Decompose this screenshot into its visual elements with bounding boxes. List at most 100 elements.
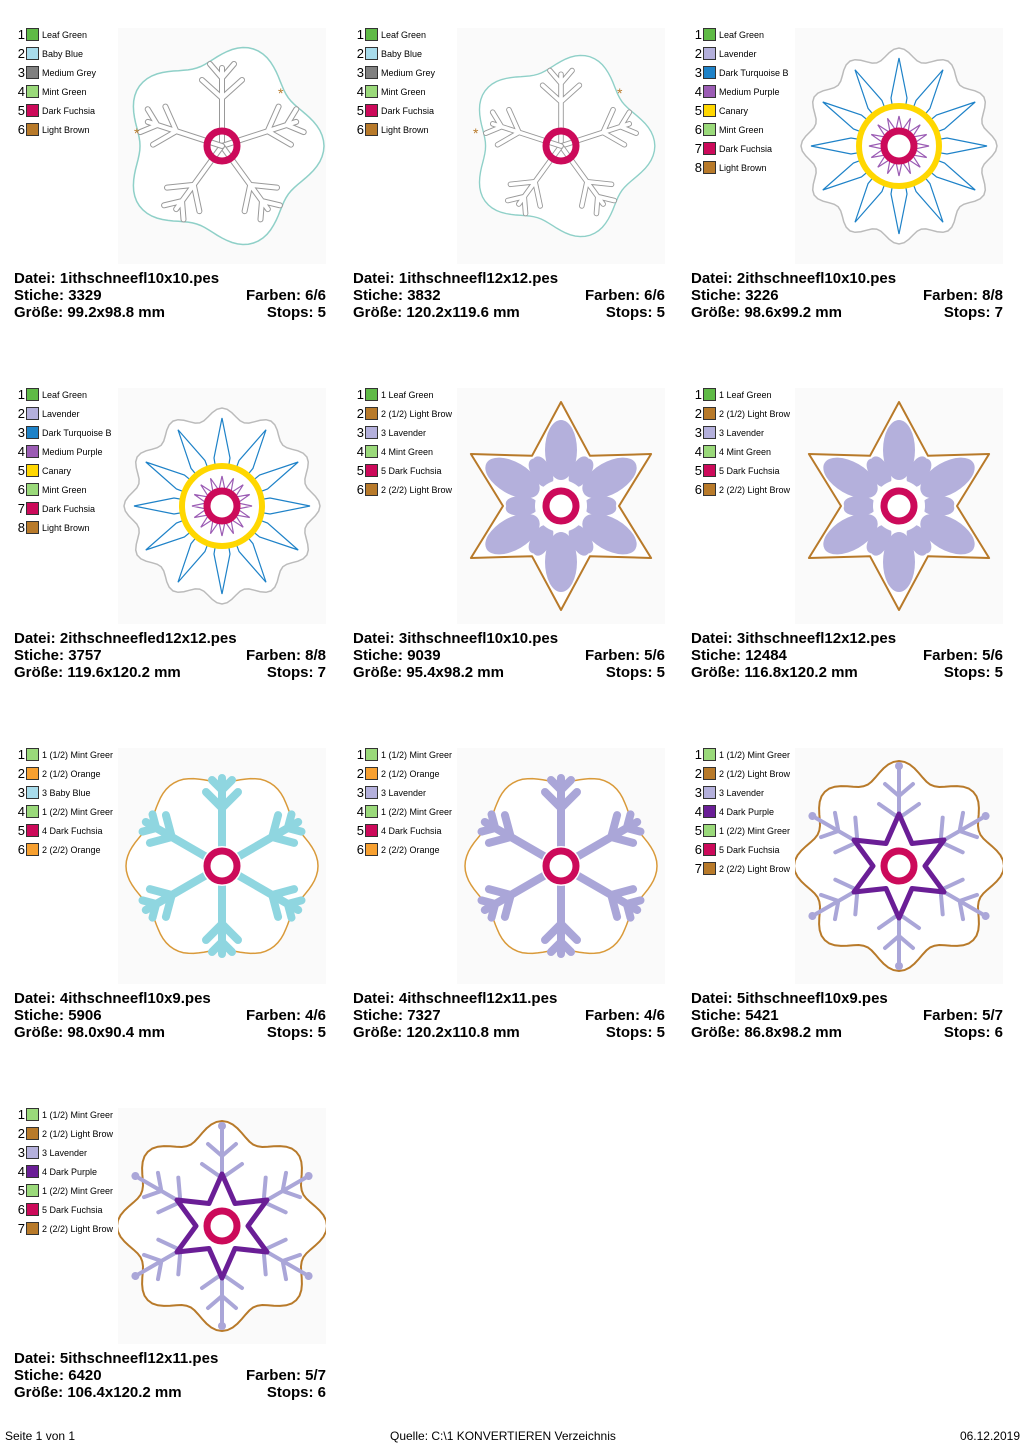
- stitches-label: Stiche:: [14, 647, 65, 664]
- color-legend-item: 6 Light Brown: [14, 120, 122, 139]
- color-legend-item: 3 Dark Turquoise B: [14, 423, 122, 442]
- color-count: 5/7: [982, 1007, 1003, 1024]
- svg-text:*: *: [617, 85, 623, 101]
- color-swatch: [365, 843, 378, 856]
- color-name: 2 (1/2) Light Brow: [719, 408, 791, 419]
- color-index: 5: [356, 823, 364, 838]
- color-index: 2: [356, 406, 364, 421]
- color-legend: 1 1 Leaf Green 2 2 (1/2) Light Brow 3 3 Laven…: [353, 385, 461, 499]
- color-swatch: [365, 85, 378, 98]
- color-legend-item: 5 1 (2/2) Mint Greer: [14, 1181, 122, 1200]
- design-info: Datei: 5ithschneefl10x9.pes Stiche: 5421…: [691, 990, 1003, 1041]
- embroidery-preview-image: [792, 759, 1006, 973]
- color-name: Leaf Green: [719, 29, 765, 40]
- file-name: 2ithschneefled12x12.pes: [59, 630, 237, 647]
- size-label: Größe:: [14, 304, 64, 321]
- color-index: 6: [17, 1202, 25, 1217]
- stitches-label: Stiche:: [691, 287, 742, 304]
- color-name: 4 Dark Purple: [42, 1166, 98, 1177]
- color-legend-item: 7 Dark Fuchsia: [14, 499, 122, 518]
- color-swatch: [703, 483, 716, 496]
- stops-label: Stops:: [266, 1024, 314, 1041]
- stitches-label: Stiche:: [353, 1007, 404, 1024]
- color-legend-item: 1 1 (1/2) Mint Greer: [14, 745, 122, 764]
- color-swatch: [26, 85, 39, 98]
- color-name: Light Brown: [42, 124, 90, 135]
- colors-label: Farben:: [922, 647, 978, 664]
- stop-count: 7: [994, 304, 1003, 321]
- color-swatch: [26, 445, 39, 458]
- color-index: 6: [694, 482, 702, 497]
- color-legend-item: 4 4 Dark Purple: [691, 802, 799, 821]
- color-name: 2 (2/2) Orange: [381, 844, 440, 855]
- color-name: 1 (2/2) Mint Greer: [719, 825, 791, 836]
- color-index: 4: [356, 84, 364, 99]
- color-swatch: [365, 805, 378, 818]
- color-legend-item: 5 1 (2/2) Mint Greer: [691, 821, 799, 840]
- file-name: 4ithschneefl10x9.pes: [59, 990, 211, 1007]
- color-index: 2: [17, 766, 25, 781]
- color-swatch: [703, 123, 716, 136]
- color-index: 7: [17, 501, 25, 516]
- file-label: Datei:: [691, 990, 733, 1007]
- color-index: 1: [356, 387, 364, 402]
- color-index: 5: [694, 463, 702, 478]
- design-size: 120.2x119.6 mm: [406, 304, 520, 321]
- color-name: 2 (1/2) Orange: [42, 768, 101, 779]
- color-legend-item: 5 5 Dark Fuchsia: [353, 461, 461, 480]
- stitch-count: 5421: [745, 1007, 779, 1024]
- color-swatch: [703, 28, 716, 41]
- color-legend-item: 3 3 Lavender: [353, 423, 461, 442]
- color-name: Canary: [719, 105, 749, 116]
- color-index: 2: [356, 46, 364, 61]
- color-swatch: [26, 1108, 39, 1121]
- embroidery-preview-image: [115, 1119, 329, 1333]
- color-swatch: [703, 66, 716, 79]
- color-name: Mint Green: [42, 484, 87, 495]
- stitches-label: Stiche:: [691, 647, 742, 664]
- color-swatch: [26, 748, 39, 761]
- color-name: Mint Green: [381, 86, 426, 97]
- color-swatch: [26, 66, 39, 79]
- stop-count: 5: [656, 664, 665, 681]
- color-swatch: [26, 28, 39, 41]
- color-swatch: [365, 483, 378, 496]
- color-index: 4: [694, 804, 702, 819]
- design-card: 1 Leaf Green 2 Lavender 3 Dark Turquoise B 4 Me…: [691, 25, 1003, 345]
- color-legend-item: 2 2 (1/2) Orange: [14, 764, 122, 783]
- color-index: 3: [17, 785, 25, 800]
- color-swatch: [26, 407, 39, 420]
- design-preview: [457, 388, 665, 624]
- color-legend-item: 4 4 Dark Purple: [14, 1162, 122, 1181]
- color-swatch: [26, 104, 39, 117]
- color-legend-item: 2 Lavender: [14, 404, 122, 423]
- color-index: 5: [17, 463, 25, 478]
- color-count: 5/6: [982, 647, 1003, 664]
- print-date: 06.12.2019: [959, 1429, 1020, 1443]
- color-count: 6/6: [305, 287, 326, 304]
- file-label: Datei:: [14, 990, 56, 1007]
- stitch-count: 3329: [68, 287, 102, 304]
- color-legend-item: 2 2 (1/2) Light Brow: [691, 404, 799, 423]
- color-name: Light Brown: [42, 522, 90, 533]
- file-name: 1ithschneefl12x12.pes: [398, 270, 559, 287]
- color-index: 5: [356, 463, 364, 478]
- color-legend-item: 6 Mint Green: [691, 120, 799, 139]
- stitches-label: Stiche:: [14, 1367, 65, 1384]
- color-legend-item: 1 Leaf Green: [14, 385, 122, 404]
- color-count: 4/6: [305, 1007, 326, 1024]
- color-swatch: [26, 1127, 39, 1140]
- color-name: Lavender: [719, 48, 757, 59]
- color-name: 1 (2/2) Mint Greer: [42, 1185, 114, 1196]
- color-index: 1: [694, 387, 702, 402]
- color-index: 3: [17, 1145, 25, 1160]
- color-index: 6: [694, 842, 702, 857]
- color-legend-item: 1 Leaf Green: [353, 25, 461, 44]
- color-index: 5: [694, 823, 702, 838]
- color-name: 2 (1/2) Light Brow: [719, 768, 791, 779]
- stitch-count: 12484: [745, 647, 787, 664]
- color-legend-item: 2 Baby Blue: [353, 44, 461, 63]
- design-size: 116.8x120.2 mm: [744, 664, 858, 681]
